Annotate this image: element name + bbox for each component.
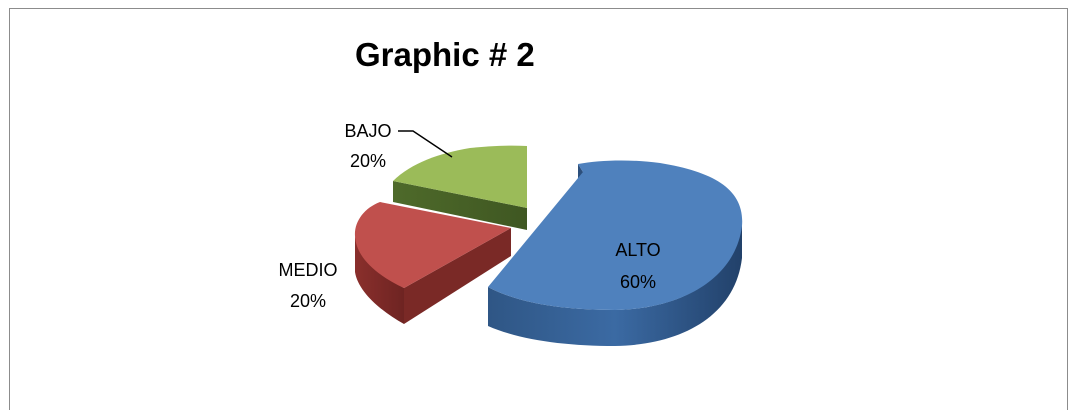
chart-area [9, 8, 1068, 410]
label-bajo-value: 20% [350, 151, 386, 171]
label-medio-name: MEDIO [278, 260, 337, 280]
slice-bajo [393, 145, 527, 208]
slice-medio-side [355, 236, 404, 324]
slice-alto-side [488, 223, 742, 346]
label-medio-value: 20% [290, 291, 326, 311]
bajo-leader-line [398, 130, 453, 158]
slice-bajo-side [393, 181, 527, 230]
label-bajo-name: BAJO [344, 121, 391, 141]
slice-medio-inner [404, 228, 511, 324]
slice-alto [488, 160, 743, 310]
chart-title: Graphic # 2 [355, 36, 535, 73]
label-alto-value: 60% [620, 272, 656, 292]
slice-medio [354, 202, 511, 288]
label-alto-name: ALTO [615, 240, 660, 260]
